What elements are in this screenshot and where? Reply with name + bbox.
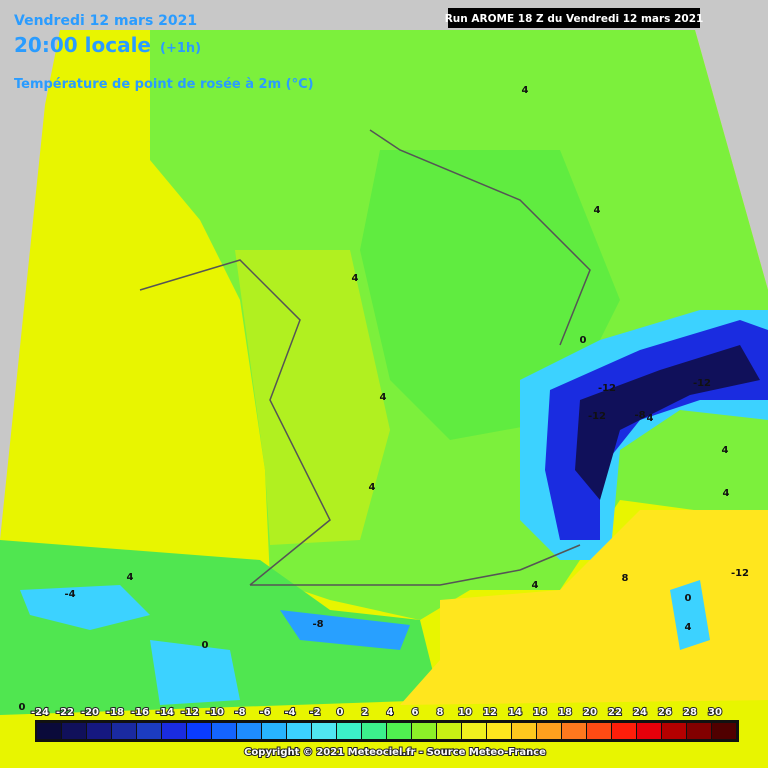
contour-label: -12 — [598, 383, 616, 394]
scale-label: 0 — [337, 707, 344, 718]
contour-label: 0 — [685, 593, 692, 604]
field-spain-cyan — [20, 585, 240, 705]
scale-swatch — [712, 723, 736, 739]
contour-label: 4 — [369, 482, 376, 493]
offset: (+1h) — [160, 41, 201, 56]
scale-label: 12 — [483, 707, 497, 718]
scale-label: 28 — [683, 707, 697, 718]
contour-label: 4 — [127, 572, 134, 583]
scale-label: 2 — [362, 707, 369, 718]
contour-label: -12 — [693, 378, 711, 389]
scale-label: 24 — [633, 707, 647, 718]
scale-label: -20 — [81, 707, 99, 718]
scale-label: 16 — [533, 707, 547, 718]
scale-swatch — [62, 723, 86, 739]
field-pyrenees — [280, 610, 410, 650]
scale-label: -2 — [309, 707, 320, 718]
run-box — [448, 8, 700, 28]
time: 20:00 locale — [14, 33, 151, 57]
scale-swatch — [387, 723, 411, 739]
scale-swatch — [612, 723, 636, 739]
field-corsica — [670, 580, 710, 650]
scale-label: -22 — [56, 707, 74, 718]
run-label: Run AROME 18 Z du Vendredi 12 mars 2021 — [445, 13, 704, 25]
scale-label: -8 — [234, 707, 245, 718]
scale-label: 30 — [708, 707, 722, 718]
scale-swatch — [37, 723, 61, 739]
scale-swatch — [362, 723, 386, 739]
scale-swatch — [437, 723, 461, 739]
scale-label: -12 — [181, 707, 199, 718]
contour-label: 4 — [594, 205, 601, 216]
scale-swatch — [237, 723, 261, 739]
scale-label: -6 — [259, 707, 270, 718]
scale-label: 18 — [558, 707, 572, 718]
contour-label: 4 — [723, 488, 730, 499]
field-alps-dark — [575, 345, 760, 500]
contour-label: -8 — [634, 410, 645, 421]
contour-label: 4 — [380, 392, 387, 403]
contour-label: 0 — [19, 702, 26, 713]
scale-swatch — [587, 723, 611, 739]
scale-swatch — [537, 723, 561, 739]
scale-label: 14 — [508, 707, 522, 718]
scale-swatch — [487, 723, 511, 739]
contour-label: 4 — [532, 580, 539, 591]
contour-label: 4 — [522, 85, 529, 96]
scale-label: -14 — [156, 707, 174, 718]
scale-swatch — [187, 723, 211, 739]
scale-swatch — [87, 723, 111, 739]
field-iberia — [0, 540, 440, 715]
contour-label: -4 — [64, 589, 75, 600]
parameter: Température de point de rosée à 2m (°C) — [14, 77, 314, 92]
scale-swatch — [337, 723, 361, 739]
scale-label: -4 — [284, 707, 295, 718]
copyright: Copyright © 2021 Meteociel.fr - Source M… — [244, 747, 546, 758]
scale-label: 4 — [387, 707, 394, 718]
scale-swatch — [212, 723, 236, 739]
scale-swatch — [312, 723, 336, 739]
field-mediterranean — [400, 510, 768, 705]
scale-swatch — [462, 723, 486, 739]
contour-label: 4 — [722, 445, 729, 456]
scale-swatch — [662, 723, 686, 739]
scale-swatch — [287, 723, 311, 739]
scale-label: 26 — [658, 707, 672, 718]
scale-swatch — [137, 723, 161, 739]
scale-label: 8 — [437, 707, 444, 718]
scale-swatch — [412, 723, 436, 739]
scale-swatch — [637, 723, 661, 739]
scale-swatch — [562, 723, 586, 739]
scale-label: -16 — [131, 707, 149, 718]
scale-swatch — [112, 723, 136, 739]
scale-label: -24 — [31, 707, 49, 718]
scale-swatch — [262, 723, 286, 739]
contour-label: -12 — [588, 411, 606, 422]
scale-label: 20 — [583, 707, 597, 718]
date: Vendredi 12 mars 2021 — [14, 13, 197, 29]
scale-label: -18 — [106, 707, 124, 718]
contour-label: 4 — [352, 273, 359, 284]
contour-label: -12 — [731, 568, 749, 579]
scale-label: 6 — [412, 707, 419, 718]
contour-label: -8 — [312, 619, 323, 630]
contour-label: 0 — [202, 640, 209, 651]
scale-label: -10 — [206, 707, 224, 718]
scale-swatch — [687, 723, 711, 739]
contour-label: 0 — [580, 335, 587, 346]
contour-label: 4 — [685, 622, 692, 633]
borders — [139, 129, 591, 586]
scale-swatch — [512, 723, 536, 739]
contour-label: 8 — [622, 573, 629, 584]
scale-label: 22 — [608, 707, 622, 718]
scale-swatch — [162, 723, 186, 739]
contour-label: 4 — [647, 413, 654, 424]
scale-label: 10 — [458, 707, 472, 718]
field-west-france — [235, 250, 390, 545]
